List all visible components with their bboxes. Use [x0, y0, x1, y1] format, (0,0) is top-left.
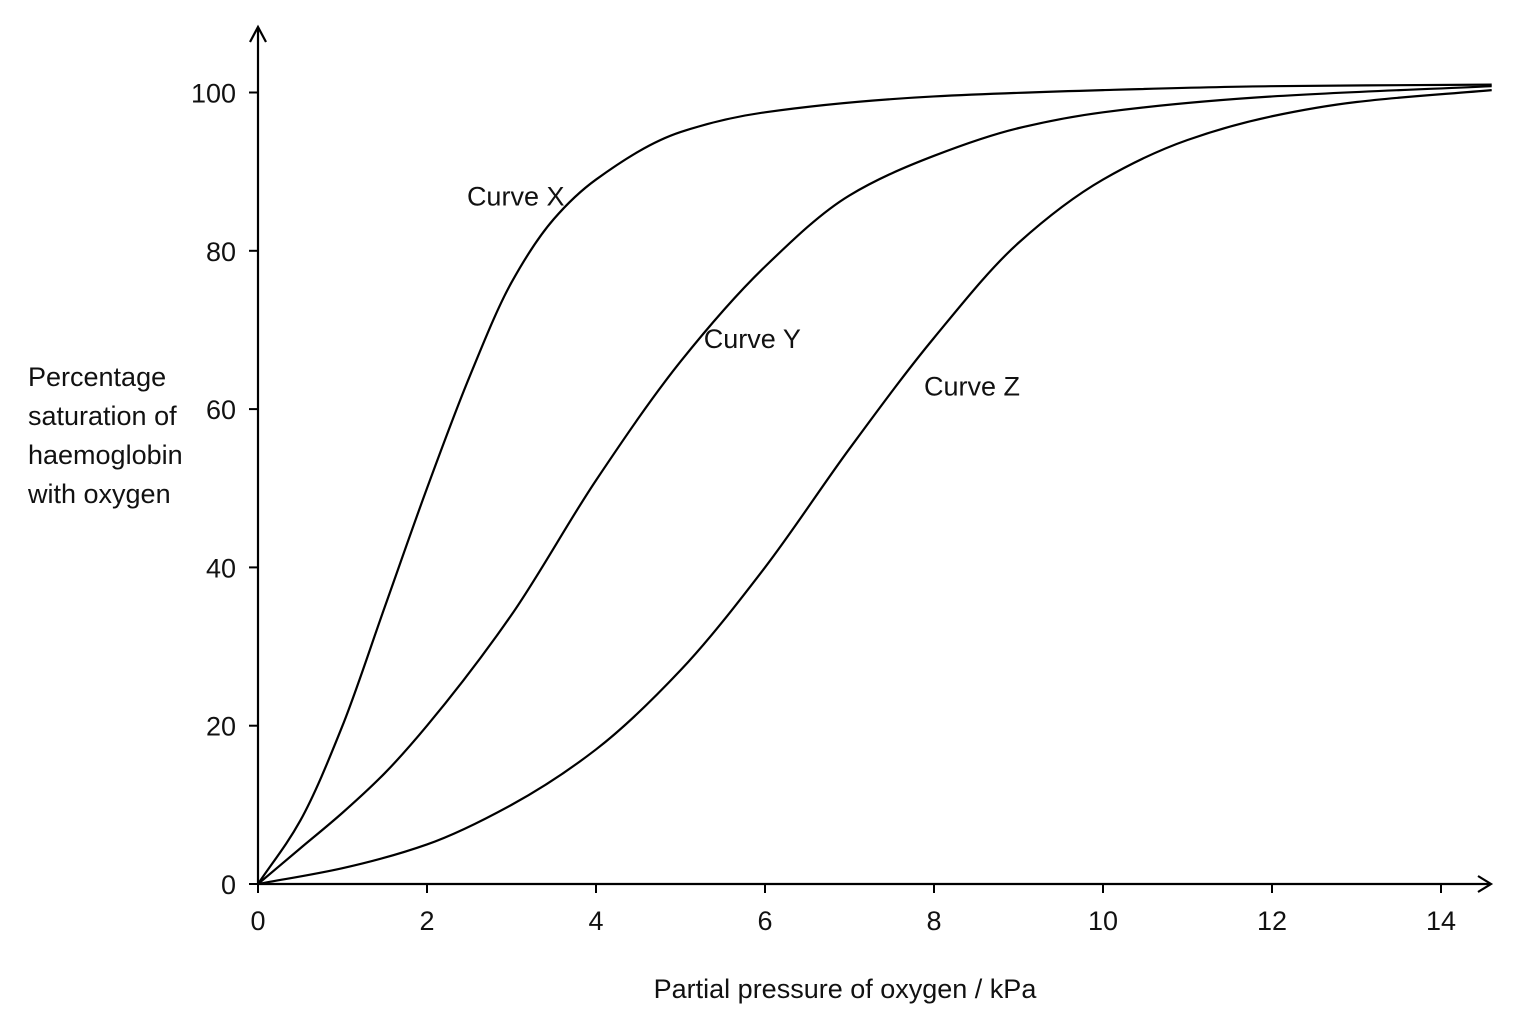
x-tick-label: 4: [588, 906, 603, 936]
x-tick-label: 12: [1257, 906, 1287, 936]
curve-z-line: [257, 89, 1492, 886]
y-axis-arrow: [249, 24, 267, 43]
x-tick-label: 0: [250, 906, 265, 936]
x-tick-label: 6: [757, 906, 772, 936]
y-tick-label: 60: [206, 395, 236, 425]
y-tick-label: 100: [191, 79, 236, 109]
axes: [249, 24, 1494, 893]
curve-y-line: [257, 85, 1492, 885]
y-axis-title: Percentage saturation of haemoglobin with o…: [27, 362, 183, 509]
curve-z-label: Curve Z: [924, 371, 1020, 401]
y-tick-label: 40: [206, 553, 236, 583]
x-tick-label: 8: [926, 906, 941, 936]
ticks: 0 2 4 6 8 10 12 14 0 20 40 60 80 100: [191, 79, 1456, 937]
y-tick-label: 20: [206, 712, 236, 742]
y-axis-title-line: with oxygen: [27, 479, 171, 509]
x-tick-label: 2: [419, 906, 434, 936]
x-axis-title: Partial pressure of oxygen / kPa: [654, 974, 1038, 1004]
curve-x-label: Curve X: [467, 181, 565, 211]
y-axis-title-line: haemoglobin: [28, 440, 183, 470]
x-axis-arrow: [1477, 875, 1494, 893]
y-axis-title-line: saturation of: [28, 401, 177, 431]
x-tick-label: 10: [1088, 906, 1118, 936]
curves: [257, 83, 1492, 886]
y-tick-label: 80: [206, 237, 236, 267]
curve-x-line: [257, 83, 1492, 885]
curve-y-label: Curve Y: [704, 324, 801, 354]
y-axis-title-line: Percentage: [28, 362, 166, 392]
x-tick-label: 14: [1426, 906, 1456, 936]
labels: Curve X Curve Y Curve Z: [467, 181, 1020, 401]
y-tick-label: 0: [221, 870, 236, 900]
